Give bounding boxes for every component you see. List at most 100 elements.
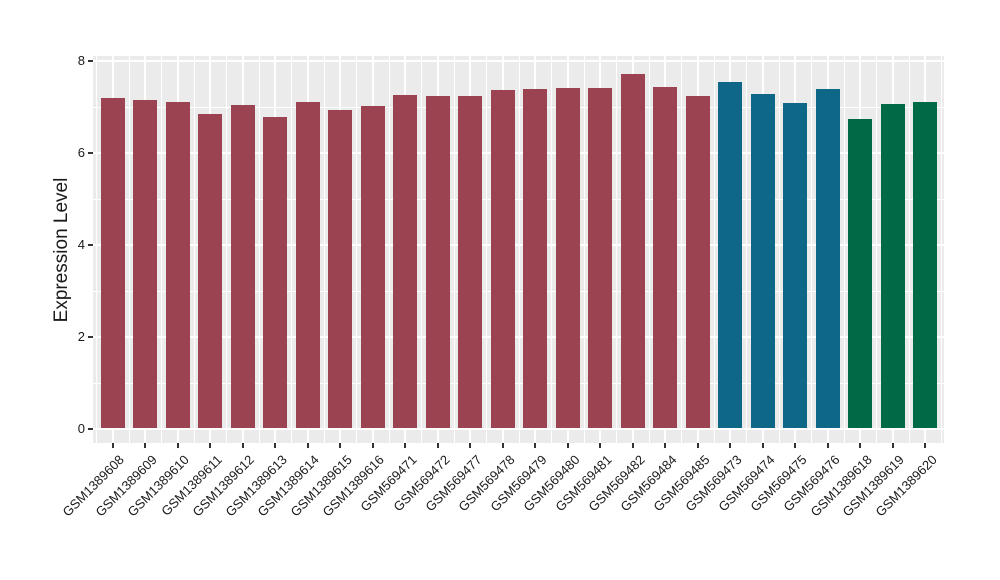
- gridline-minor-vertical: [876, 56, 878, 443]
- x-tick-mark: [859, 443, 861, 448]
- x-tick-mark: [111, 443, 114, 448]
- bar: [230, 105, 255, 429]
- bar: [848, 118, 872, 429]
- gridline-minor-vertical: [616, 56, 618, 443]
- bar: [653, 87, 677, 429]
- x-tick-mark: [371, 443, 374, 448]
- bar: [165, 102, 190, 429]
- gridline-major-horizontal: [93, 59, 944, 62]
- bar: [880, 103, 905, 429]
- gridline-minor-vertical: [551, 56, 553, 443]
- bar: [555, 87, 580, 429]
- gridline-major-horizontal: [93, 151, 944, 154]
- gridline-minor-horizontal: [93, 198, 944, 200]
- x-tick-mark: [696, 443, 699, 448]
- bar: [523, 88, 547, 429]
- bar: [425, 96, 450, 429]
- bar: [328, 110, 352, 429]
- bar: [815, 89, 840, 429]
- y-tick-mark: [88, 59, 93, 62]
- x-tick-mark: [534, 443, 536, 448]
- bar: [295, 101, 320, 429]
- bar: [198, 113, 222, 429]
- gridline-minor-vertical: [908, 56, 910, 443]
- x-tick-mark: [501, 443, 504, 448]
- bar: [588, 87, 612, 429]
- y-tick-label: 4: [77, 236, 85, 252]
- bar: [393, 94, 417, 429]
- bar: [490, 89, 515, 429]
- gridline-major-horizontal: [93, 243, 944, 246]
- gridline-minor-vertical: [421, 56, 423, 443]
- gridline-minor-vertical: [388, 56, 390, 443]
- x-tick-mark: [144, 443, 146, 448]
- y-tick-label: 0: [77, 420, 85, 436]
- gridline-minor-vertical: [746, 56, 748, 443]
- x-tick-mark: [599, 443, 601, 448]
- gridline-minor-vertical: [226, 56, 228, 443]
- gridline-minor-vertical: [323, 56, 325, 443]
- y-tick-label: 6: [77, 144, 85, 160]
- x-tick-mark: [891, 443, 894, 448]
- x-tick-mark: [729, 443, 731, 448]
- gridline-minor-vertical: [713, 56, 715, 443]
- x-tick-mark: [664, 443, 666, 448]
- bar: [100, 97, 125, 429]
- y-tick-mark: [88, 335, 93, 338]
- bar: [360, 106, 385, 429]
- gridline-minor-vertical: [811, 56, 813, 443]
- x-tick-mark: [176, 443, 179, 448]
- gridline-minor-vertical: [486, 56, 488, 443]
- x-tick-mark: [436, 443, 439, 448]
- gridline-minor-vertical: [291, 56, 293, 443]
- x-tick-mark: [339, 443, 341, 448]
- bar: [458, 95, 482, 429]
- gridline-minor-vertical: [941, 56, 943, 443]
- y-tick-label: 2: [77, 328, 85, 344]
- y-tick-mark: [88, 427, 93, 430]
- gridline-minor-horizontal: [93, 290, 944, 292]
- x-tick-mark: [274, 443, 276, 448]
- y-tick-label: 8: [77, 52, 85, 68]
- x-tick-mark: [209, 443, 211, 448]
- bar: [133, 99, 157, 429]
- x-tick-mark: [794, 443, 796, 448]
- gridline-minor-vertical: [356, 56, 358, 443]
- y-tick-mark: [88, 243, 93, 246]
- bar: [263, 117, 287, 429]
- gridline-minor-vertical: [778, 56, 780, 443]
- gridline-minor-vertical: [453, 56, 455, 443]
- x-tick-mark: [566, 443, 569, 448]
- gridline-minor-vertical: [843, 56, 845, 443]
- gridline-minor-vertical: [161, 56, 163, 443]
- bar: [620, 74, 645, 429]
- x-tick-mark: [761, 443, 764, 448]
- gridline-minor-vertical: [258, 56, 260, 443]
- x-tick-mark: [924, 443, 926, 448]
- x-tick-mark: [631, 443, 634, 448]
- x-tick-mark: [404, 443, 406, 448]
- gridline-minor-vertical: [681, 56, 683, 443]
- gridline-minor-vertical: [583, 56, 585, 443]
- gridline-major-horizontal: [93, 427, 944, 430]
- bar: [750, 93, 775, 429]
- bar: [783, 103, 807, 429]
- y-tick-mark: [88, 151, 93, 154]
- gridline-minor-vertical: [518, 56, 520, 443]
- gridline-minor-vertical: [128, 56, 130, 443]
- x-tick-mark: [241, 443, 244, 448]
- bar: [685, 95, 710, 429]
- gridline-minor-horizontal: [93, 382, 944, 384]
- plot-panel: [93, 56, 944, 443]
- bar: [913, 101, 937, 429]
- gridline-minor-vertical: [648, 56, 650, 443]
- x-tick-mark: [826, 443, 829, 448]
- gridline-minor-vertical: [96, 56, 98, 443]
- x-tick-mark: [469, 443, 471, 448]
- x-tick-mark: [306, 443, 309, 448]
- gridline-major-horizontal: [93, 335, 944, 338]
- gridline-minor-horizontal: [93, 106, 944, 108]
- bar: [718, 82, 742, 429]
- gridline-minor-vertical: [193, 56, 195, 443]
